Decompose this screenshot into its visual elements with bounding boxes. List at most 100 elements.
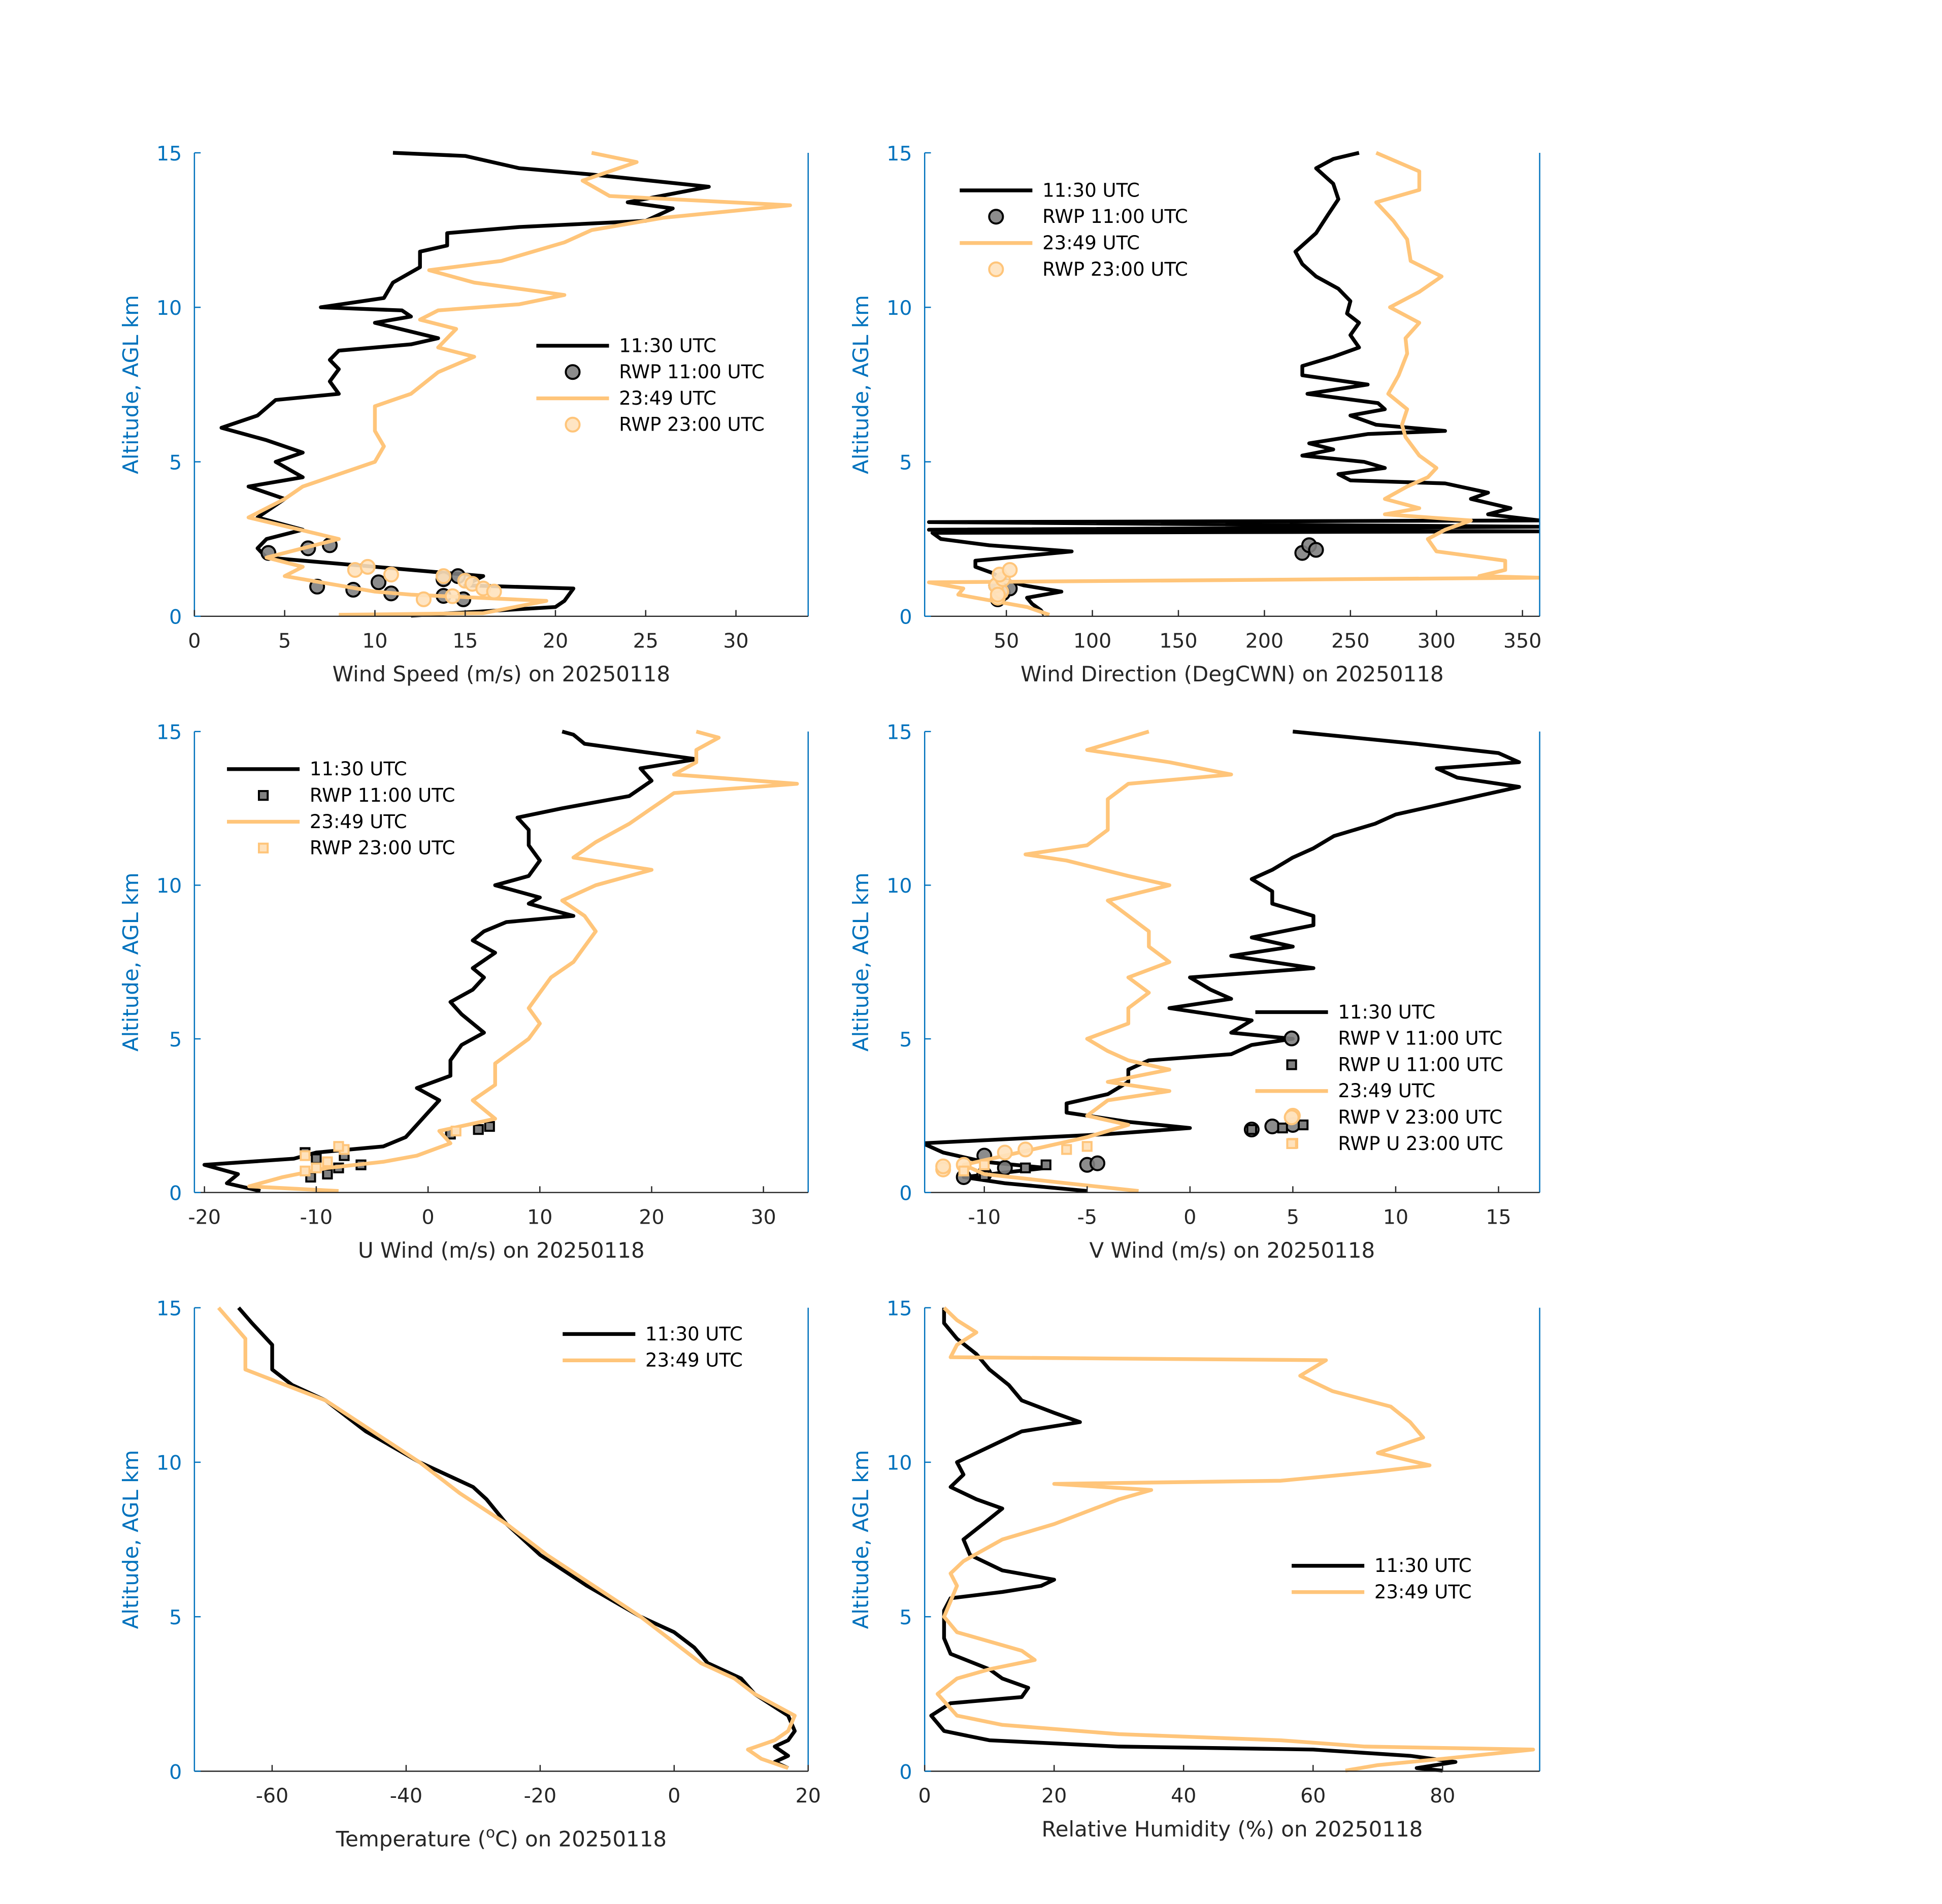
x-tick-label: 25 xyxy=(633,629,659,652)
legend-item: RWP U 23:00 UTC xyxy=(1286,1133,1503,1155)
legend-label: 23:49 UTC xyxy=(1338,1080,1435,1102)
y-tick-label: 15 xyxy=(886,142,912,166)
panel-6: 0 20 40 60 80 0 5 10 15 Relative Humidity (%) on … xyxy=(848,1297,1540,1842)
legend-marker-swatch xyxy=(1286,1059,1297,1070)
legend-item: RWP V 23:00 UTC xyxy=(1283,1106,1502,1128)
y-tick-label: 5 xyxy=(169,1028,182,1052)
x-label-part: Temperature ( xyxy=(336,1827,486,1852)
legend-label: 11:30 UTC xyxy=(1374,1555,1472,1577)
legend-marker-swatch xyxy=(988,261,1004,277)
legend-label: RWP U 11:00 UTC xyxy=(1338,1054,1503,1075)
rwp-marker xyxy=(1298,1119,1309,1131)
x-tick-label: 20 xyxy=(639,1205,664,1229)
legend-item: RWP V 11:00 UTC xyxy=(1283,1028,1502,1049)
x-tick-label: 100 xyxy=(1073,629,1111,652)
y-tick-label: 10 xyxy=(886,297,912,320)
y-tick-label: 15 xyxy=(886,1297,912,1320)
x-tick-label: 30 xyxy=(723,629,748,652)
x-axis-label: Wind Direction (DegCWN) on 20250118 xyxy=(1021,662,1443,686)
legend-label: RWP 23:00 UTC xyxy=(1042,258,1188,280)
legend: 11:30 UTC RWP V 11:00 UTC RWP U 11:00 UTC 2… xyxy=(1255,1001,1503,1155)
series-line-23-49-utc xyxy=(927,151,1540,617)
legend-label: 23:49 UTC xyxy=(645,1350,743,1371)
x-tick-label: 10 xyxy=(1383,1205,1408,1229)
x-tick-label: 0 xyxy=(918,1784,931,1808)
x-tick-label: 20 xyxy=(1041,1784,1067,1808)
rwp-marker xyxy=(997,1160,1013,1176)
rwp-marker xyxy=(333,1141,344,1152)
series-line-11-30-utc xyxy=(929,1307,1458,1772)
panel-4: -10 -5 0 5 10 15 0 5 10 15 V Wind (m/s) on 2025011… xyxy=(848,721,1540,1263)
x-tick-label: 20 xyxy=(796,1784,821,1808)
y-tick-label: 5 xyxy=(899,451,912,474)
rwp-marker xyxy=(347,562,363,578)
legend-label: 11:30 UTC xyxy=(1338,1001,1435,1023)
plot-area xyxy=(219,151,792,618)
x-tick-label: 300 xyxy=(1418,629,1456,652)
legend-item: RWP 11:00 UTC xyxy=(988,206,1188,227)
legend-item: 23:49 UTC xyxy=(960,232,1140,254)
legend-marker-swatch xyxy=(565,416,581,433)
rwp-marker xyxy=(450,1126,462,1137)
rwp-marker xyxy=(444,588,460,604)
legend-item: 11:30 UTC xyxy=(563,1323,743,1345)
legend-item: 23:49 UTC xyxy=(536,387,716,409)
y-tick-label: 5 xyxy=(899,1028,912,1052)
y-axis-label: Altitude, AGL km xyxy=(848,872,873,1052)
x-tick-label: 0 xyxy=(188,629,201,652)
rwp-marker xyxy=(300,1150,311,1161)
rwp-marker xyxy=(473,1124,484,1135)
rwp-marker xyxy=(1081,1141,1093,1152)
legend-label: RWP U 23:00 UTC xyxy=(1338,1133,1503,1155)
rwp-marker xyxy=(958,1165,969,1176)
y-tick-label: 0 xyxy=(169,606,182,629)
legend-label: 23:49 UTC xyxy=(1042,232,1140,254)
x-tick-label: 40 xyxy=(1171,1784,1196,1808)
legend-item: 11:30 UTC xyxy=(536,335,716,356)
x-axis-label: U Wind (m/s) on 20250118 xyxy=(358,1238,645,1263)
legend-item: RWP 23:00 UTC xyxy=(988,258,1188,280)
rwp-marker xyxy=(1277,1122,1288,1134)
x-tick-label: 10 xyxy=(527,1205,552,1229)
x-tick-label: 250 xyxy=(1331,629,1369,652)
x-tick-label: -10 xyxy=(300,1205,333,1229)
legend-item: 11:30 UTC xyxy=(227,758,407,780)
y-tick-label: 0 xyxy=(169,1181,182,1205)
plot-area xyxy=(217,1306,797,1770)
rwp-marker xyxy=(311,1162,322,1173)
legend-label: 11:30 UTC xyxy=(619,335,716,356)
x-tick-label: -5 xyxy=(1077,1205,1097,1229)
rwp-marker xyxy=(359,559,376,575)
y-tick-label: 5 xyxy=(899,1606,912,1629)
x-tick-label: 50 xyxy=(994,629,1019,652)
rwp-marker xyxy=(1246,1124,1257,1135)
y-tick-label: 5 xyxy=(169,1606,182,1629)
y-tick-label: 10 xyxy=(886,874,912,898)
plot-area xyxy=(925,730,1521,1193)
legend-label: 11:30 UTC xyxy=(310,758,407,780)
series-line-11-30-utc xyxy=(927,151,1540,616)
legend-item: 23:49 UTC xyxy=(227,811,407,833)
legend-label: 23:49 UTC xyxy=(619,387,716,409)
series-line-23-49-utc xyxy=(935,1306,1535,1772)
legend: 11:30 UTC RWP 11:00 UTC 23:49 UTC RWP 23:00… xyxy=(960,179,1188,280)
x-tick-label: -20 xyxy=(524,1784,556,1808)
rwp-marker xyxy=(300,1165,311,1176)
rwp-marker xyxy=(322,1156,333,1167)
series-line-23-49-utc xyxy=(246,151,792,617)
legend-item: 11:30 UTC xyxy=(1255,1001,1435,1023)
legend-marker-swatch xyxy=(565,364,581,380)
legend-item: 23:49 UTC xyxy=(1292,1581,1472,1603)
series-line-23-49-utc xyxy=(247,730,799,1193)
y-axis-label: Altitude, AGL km xyxy=(118,1450,143,1629)
legend-item: RWP 23:00 UTC xyxy=(257,837,455,859)
y-tick-label: 0 xyxy=(899,1760,912,1784)
x-tick-label: 0 xyxy=(422,1205,435,1229)
series-line-23-49-utc xyxy=(962,730,1233,1193)
rwp-marker xyxy=(1017,1141,1034,1158)
rwp-marker xyxy=(371,574,387,590)
y-tick-label: 10 xyxy=(156,874,182,898)
legend: 11:30 UTC 23:49 UTC xyxy=(563,1323,743,1371)
y-axis-label: Altitude, AGL km xyxy=(848,295,873,474)
x-tick-label: 350 xyxy=(1503,629,1541,652)
